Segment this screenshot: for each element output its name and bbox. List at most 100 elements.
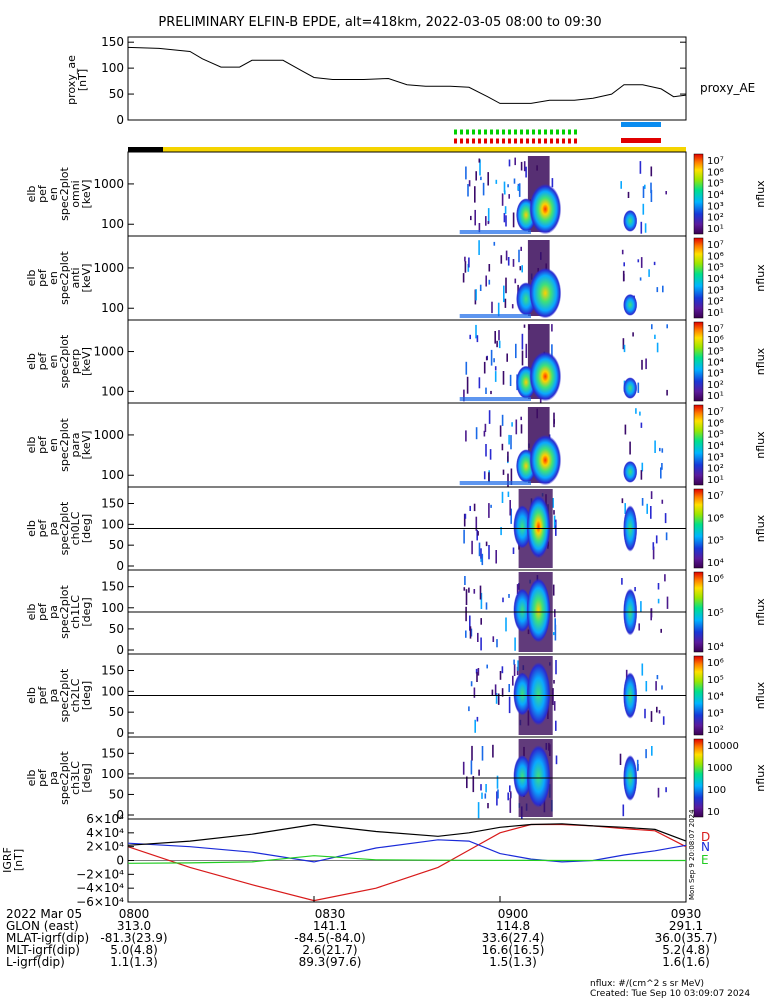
noise-stripe bbox=[627, 191, 630, 198]
pa-ytick-label: 0 bbox=[116, 559, 124, 573]
noise-stripe bbox=[641, 359, 643, 370]
igrf-ylabel: IGRF[nT] bbox=[1, 847, 25, 873]
noise-stripe bbox=[462, 273, 465, 283]
pa-panel-ylabel-line: [deg] bbox=[80, 514, 93, 543]
colorbar-tick-label: 100 bbox=[707, 785, 726, 796]
noise-stripe bbox=[478, 542, 481, 557]
proxy-ae-yticks: 150 100 50 0 bbox=[101, 35, 686, 127]
pa-panel-ylabel-line: ch0LC bbox=[69, 511, 82, 545]
noise-stripe bbox=[469, 626, 472, 639]
noise-stripe bbox=[464, 256, 466, 262]
energy-panel-ylabel-line: en bbox=[47, 187, 60, 201]
noise-stripe bbox=[498, 330, 500, 341]
noise-stripe bbox=[621, 249, 624, 255]
noise-stripe bbox=[523, 161, 526, 172]
noise-stripe bbox=[467, 184, 469, 197]
footer-cell: 5.0(4.8) bbox=[110, 943, 158, 957]
noise-stripe bbox=[496, 775, 499, 789]
noise-stripe bbox=[480, 176, 482, 181]
noise-stripe bbox=[498, 340, 501, 349]
energy-ytick-label: 1000 bbox=[93, 261, 124, 275]
noise-stripe bbox=[644, 708, 646, 719]
noise-stripe bbox=[491, 301, 493, 314]
energy-ytick-label: 100 bbox=[101, 301, 124, 315]
science-zone-bar-yellow bbox=[163, 147, 686, 152]
noise-stripe bbox=[512, 212, 515, 228]
noise-stripe bbox=[555, 755, 558, 765]
proxy-ae-ylabel-line: proxy_ae bbox=[65, 55, 78, 105]
colorbar bbox=[693, 153, 704, 235]
colorbar-label: nflux bbox=[754, 764, 767, 792]
noise-stripe bbox=[507, 451, 509, 462]
noise-stripe bbox=[463, 389, 465, 402]
noise-stripe bbox=[503, 181, 506, 193]
igrf-ytick-label: −2×10⁴ bbox=[76, 867, 124, 881]
noise-stripe bbox=[501, 414, 504, 426]
colorbar-tick-label: 10⁶ bbox=[707, 167, 724, 178]
noise-stripe bbox=[554, 609, 556, 618]
flux-blob bbox=[529, 434, 562, 486]
pa-ytick-label: 100 bbox=[101, 601, 124, 615]
energy-panel-ylabel-line: elb bbox=[25, 270, 38, 287]
proxy-ae-line bbox=[127, 46, 687, 104]
proxy-ae-ytick-label: 150 bbox=[101, 35, 124, 49]
noise-stripe bbox=[480, 618, 482, 625]
noise-stripe bbox=[489, 449, 492, 460]
energy-panel-ylabel-line: spec2plot bbox=[58, 251, 71, 305]
noise-stripe bbox=[650, 711, 653, 722]
igrf-lines bbox=[127, 823, 687, 902]
igrf-ylabel-line: [nT] bbox=[12, 849, 25, 871]
colorbar-tick-label: 10⁵ bbox=[707, 536, 724, 547]
noise-stripe bbox=[501, 666, 504, 674]
pa-panel-ylabel-line: elb bbox=[25, 604, 38, 621]
igrf-ytick-label: 2×10⁴ bbox=[86, 840, 124, 854]
footer-cell: 114.8 bbox=[496, 919, 530, 933]
noise-stripe bbox=[513, 664, 516, 676]
noise-stripe bbox=[554, 624, 557, 641]
colorbar-tick-label: 10⁵ bbox=[707, 346, 724, 357]
noise-stripe bbox=[629, 441, 631, 455]
noise-stripe bbox=[475, 289, 477, 301]
colorbar-label: nflux bbox=[754, 514, 767, 542]
energy-panel-ylabel-line: pef bbox=[36, 184, 49, 203]
energy-ytick-label: 100 bbox=[101, 468, 124, 482]
colorbar-tick-label: 10³ bbox=[707, 708, 724, 719]
pa-ytick-label: 50 bbox=[109, 787, 124, 801]
noise-stripe bbox=[521, 350, 524, 366]
noise-stripe bbox=[644, 223, 647, 233]
noise-stripe bbox=[495, 550, 497, 564]
noise-stripe bbox=[496, 340, 498, 348]
noise-stripe bbox=[470, 681, 473, 687]
noise-stripe bbox=[621, 498, 624, 504]
noise-stripe bbox=[650, 506, 652, 519]
colorbar-tick-label: 10 bbox=[707, 807, 720, 818]
noise-stripe bbox=[512, 259, 515, 267]
noise-stripe bbox=[521, 265, 523, 273]
noise-stripe bbox=[477, 531, 479, 536]
noise-stripe bbox=[473, 589, 476, 594]
colorbar-tick-label: 10¹ bbox=[707, 224, 724, 235]
pa-panel-ylabel-line: pa bbox=[47, 522, 60, 536]
colorbar-tick-label: 10⁷ bbox=[707, 407, 724, 418]
energy-panel-ylabel-line: pef bbox=[36, 352, 49, 371]
footer-row-label: MLAT-igrf(dip) bbox=[6, 931, 89, 945]
noise-stripe bbox=[504, 206, 507, 214]
noise-stripe bbox=[640, 257, 643, 268]
noise-stripe bbox=[666, 596, 669, 609]
noise-stripe bbox=[477, 668, 480, 676]
noise-stripe bbox=[650, 491, 653, 499]
noise-stripe bbox=[464, 576, 466, 585]
noise-stripe bbox=[500, 527, 502, 536]
colorbar-tick-label: 10⁴ bbox=[707, 274, 724, 285]
figure-title: PRELIMINARY ELFIN-B EPDE, alt=418km, 202… bbox=[158, 15, 601, 30]
blue-flag-bar bbox=[621, 122, 661, 127]
flux-blob bbox=[513, 505, 532, 549]
footer-cell: 0900 bbox=[498, 907, 529, 921]
noise-stripe bbox=[471, 745, 473, 761]
colorbar bbox=[693, 571, 704, 653]
flux-blob bbox=[529, 267, 562, 319]
flux-blob bbox=[623, 460, 638, 483]
noise-stripe bbox=[661, 685, 663, 690]
igrf-legend-e: E bbox=[701, 853, 709, 867]
